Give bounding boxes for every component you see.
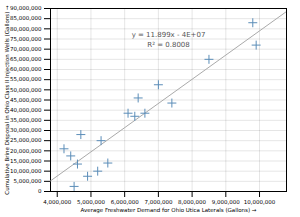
svg-text:90,000,000: 90,000,000 bbox=[10, 5, 42, 11]
svg-text:15,000,000: 15,000,000 bbox=[10, 158, 42, 164]
svg-text:9,000,000: 9,000,000 bbox=[212, 199, 240, 205]
svg-text:Average Freshwater Demand for: Average Freshwater Demand for Ohio Utica… bbox=[81, 207, 257, 214]
svg-text:75,000,000: 75,000,000 bbox=[10, 36, 42, 42]
svg-text:7,000,000: 7,000,000 bbox=[144, 199, 172, 205]
svg-text:55,000,000: 55,000,000 bbox=[10, 76, 42, 82]
svg-text:10,000,000: 10,000,000 bbox=[244, 199, 276, 205]
svg-text:0: 0 bbox=[38, 188, 42, 194]
svg-text:85,000,000: 85,000,000 bbox=[10, 15, 42, 21]
svg-text:20,000,000: 20,000,000 bbox=[10, 148, 42, 154]
svg-text:70,000,000: 70,000,000 bbox=[10, 46, 42, 52]
svg-text:40,000,000: 40,000,000 bbox=[10, 107, 42, 113]
svg-text:60,000,000: 60,000,000 bbox=[10, 66, 42, 72]
svg-text:6,000,000: 6,000,000 bbox=[111, 199, 139, 205]
svg-text:y = 11.899x - 4E+07R² = 0.8008: y = 11.899x - 4E+07R² = 0.8008 bbox=[132, 31, 206, 49]
svg-text:4,000,000: 4,000,000 bbox=[43, 199, 71, 205]
svg-text:5,000,000: 5,000,000 bbox=[14, 178, 42, 184]
svg-text:35,000,000: 35,000,000 bbox=[10, 117, 42, 123]
svg-text:45,000,000: 45,000,000 bbox=[10, 97, 42, 103]
svg-text:8,000,000: 8,000,000 bbox=[178, 199, 206, 205]
svg-text:50,000,000: 50,000,000 bbox=[10, 87, 42, 93]
svg-text:Cumulative Brine Disposal in O: Cumulative Brine Disposal in Ohio Class … bbox=[4, 5, 11, 195]
svg-text:10,000,000: 10,000,000 bbox=[10, 168, 42, 174]
svg-text:30,000,000: 30,000,000 bbox=[10, 127, 42, 133]
svg-text:80,000,000: 80,000,000 bbox=[10, 26, 42, 32]
svg-text:65,000,000: 65,000,000 bbox=[10, 56, 42, 62]
svg-text:25,000,000: 25,000,000 bbox=[10, 137, 42, 143]
svg-text:5,000,000: 5,000,000 bbox=[77, 199, 105, 205]
